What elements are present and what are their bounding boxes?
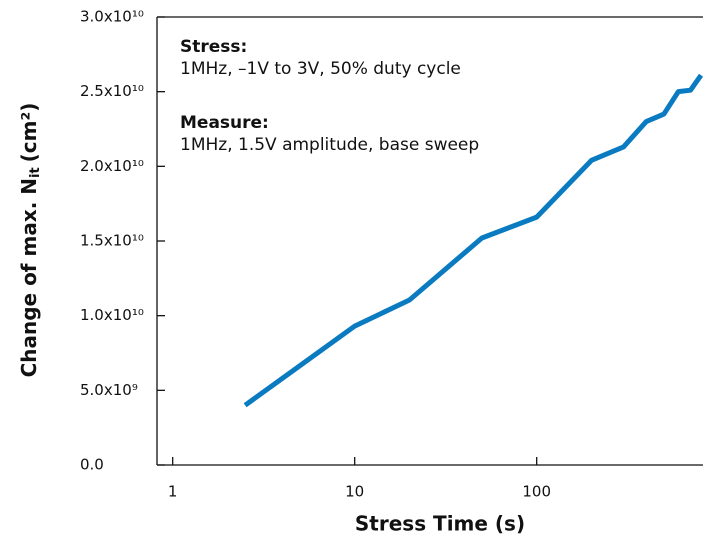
annotation-body: 1MHz, –1V to 3V, 50% duty cycle xyxy=(180,59,461,79)
y-label-text: Change of max. N xyxy=(17,178,41,377)
annotation-body: 1MHz, 1.5V amplitude, base sweep xyxy=(180,135,479,155)
x-axis-label: Stress Time (s) xyxy=(355,512,525,536)
y-label-sub: it xyxy=(28,167,43,178)
annotation-head: Measure: xyxy=(180,113,269,133)
y-tick-label: 0.0 xyxy=(80,456,104,474)
y-tick-label: 2.5x10¹⁰ xyxy=(80,82,144,100)
y-tick-label: 1.5x10¹⁰ xyxy=(80,232,144,250)
x-tick-label: 1 xyxy=(168,483,178,501)
y-label-unit: (cm²) xyxy=(17,103,41,163)
data-line xyxy=(243,73,703,408)
y-axis-label: Change of max. Nit (cm²) xyxy=(17,103,43,378)
annotation-head: Stress: xyxy=(180,37,247,57)
y-tick-label: 5.0x10⁹ xyxy=(80,381,138,399)
y-tick-label: 3.0x10¹⁰ xyxy=(80,8,144,26)
y-tick-label: 1.0x10¹⁰ xyxy=(80,306,144,324)
x-tick-label: 100 xyxy=(522,483,551,501)
x-tick-label: 10 xyxy=(345,483,364,501)
y-tick-label: 2.0x10¹⁰ xyxy=(80,157,144,175)
